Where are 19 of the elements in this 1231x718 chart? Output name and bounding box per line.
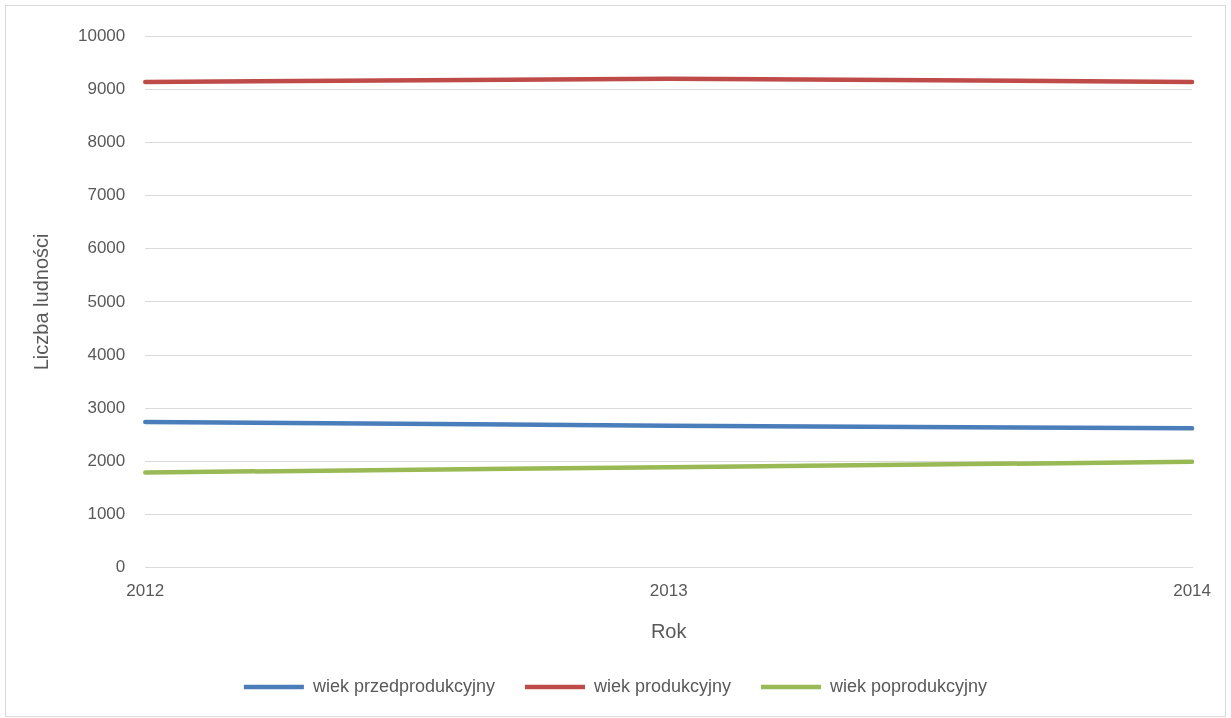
legend-label: wiek przedprodukcyjny [311,675,495,696]
y-tick-label: 6000 [87,238,126,258]
y-tick-label: 4000 [87,344,126,364]
y-tick-label: 3000 [87,397,126,417]
y-tick-label: 0 [115,557,126,577]
y-tick-label: 2000 [87,451,126,471]
x-tick-label: 2014 [1173,581,1211,601]
y-tick-label: 5000 [87,291,126,311]
legend-label: wiek produkcyjny [592,675,732,696]
x-tick-label: 2013 [649,581,688,601]
y-tick-label: 7000 [87,185,126,205]
x-axis-title: Rok [650,619,688,642]
y-tick-label: 1000 [87,504,126,524]
y-tick-label: 9000 [87,79,126,99]
x-tick-label: 2012 [126,581,165,601]
y-axis-title: Liczba ludności [29,233,52,371]
legend-label: wiek poprodukcyjny [829,675,988,696]
y-tick-label: 10000 [77,25,126,45]
y-tick-label: 8000 [87,132,126,152]
